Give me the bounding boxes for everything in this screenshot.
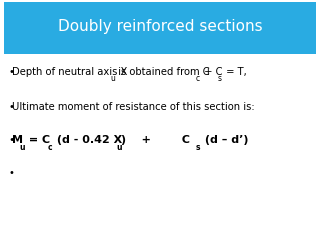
- Text: c: c: [48, 143, 52, 152]
- Text: s: s: [218, 74, 222, 83]
- Text: •: •: [8, 135, 14, 145]
- Text: = C: = C: [25, 135, 50, 145]
- Text: u: u: [116, 143, 122, 152]
- Text: c: c: [196, 74, 200, 83]
- Text: Ultimate moment of resistance of this section is:: Ultimate moment of resistance of this se…: [12, 102, 255, 112]
- Text: + C: + C: [201, 67, 222, 77]
- Text: (d – d’): (d – d’): [201, 135, 248, 145]
- FancyBboxPatch shape: [4, 2, 316, 54]
- Text: (d - 0.42 X: (d - 0.42 X: [53, 135, 122, 145]
- Text: M: M: [12, 135, 23, 145]
- Text: u: u: [20, 143, 25, 152]
- Text: •: •: [8, 102, 14, 112]
- Text: •: •: [8, 168, 14, 178]
- Text: s: s: [196, 143, 200, 152]
- Text: Depth of neutral axis X: Depth of neutral axis X: [12, 67, 128, 77]
- Text: •: •: [8, 67, 14, 77]
- Text: = T,: = T,: [223, 67, 246, 77]
- Text: )    +        C: ) + C: [122, 135, 190, 145]
- Text: Doubly reinforced sections: Doubly reinforced sections: [58, 19, 262, 35]
- Text: is obtained from C: is obtained from C: [115, 67, 210, 77]
- Text: u: u: [110, 74, 115, 83]
